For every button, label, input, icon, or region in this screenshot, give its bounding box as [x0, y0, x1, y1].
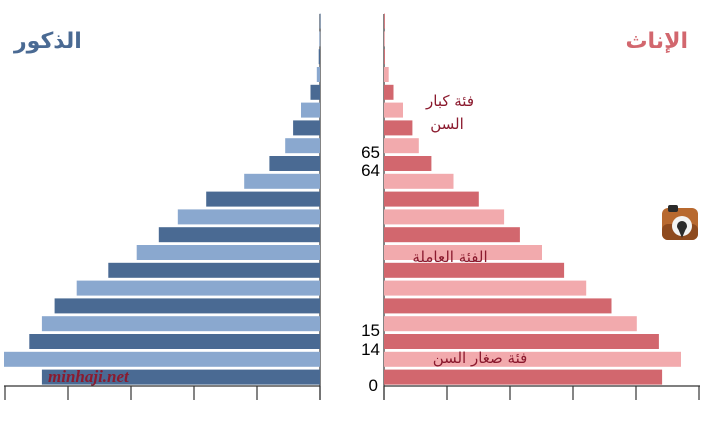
- male-bar-70-74: [293, 120, 320, 136]
- watermark-text: minhaji.net: [48, 367, 130, 386]
- female-bar-100+: [384, 13, 385, 29]
- male-bar-35-39: [136, 245, 320, 260]
- female-bar-90-94: [384, 49, 385, 65]
- age-label-15: 15: [361, 321, 380, 340]
- group-label-children: فئة صغار السن: [433, 349, 528, 367]
- female-bar-40-44: [384, 227, 520, 243]
- female-bar-65-69: [384, 138, 419, 154]
- male-bar-50-54: [206, 191, 320, 207]
- male-bar-65-69: [285, 138, 320, 154]
- group-label-elderly-line1: فئة كبار: [425, 92, 474, 110]
- age-label-65: 65: [361, 143, 380, 162]
- male-bar-95-99: [319, 31, 321, 47]
- age-label-64: 64: [361, 161, 380, 180]
- male-title: الذكور: [13, 29, 82, 54]
- female-bar-25-29: [384, 280, 587, 296]
- age-labels: 65 64 15 14 0: [361, 143, 380, 395]
- female-bar-20-24: [384, 298, 612, 314]
- female-bar-5-9: [384, 351, 681, 367]
- male-bar-25-29: [76, 280, 320, 296]
- male-bar-55-59: [244, 173, 320, 189]
- male-panel: الذكور: [4, 13, 321, 400]
- female-bar-85-89: [384, 67, 389, 82]
- female-panel: الإناث: [383, 13, 700, 400]
- male-bar-45-49: [177, 209, 320, 225]
- female-bar-30-34: [384, 262, 565, 278]
- female-bar-10-14: [384, 334, 659, 349]
- female-bar-80-84: [384, 84, 394, 100]
- female-bar-0-4: [384, 369, 663, 385]
- male-bar-85-89: [316, 67, 320, 82]
- female-bar-15-19: [384, 316, 637, 332]
- male-bar-5-9: [4, 351, 320, 367]
- male-bar-90-94: [318, 49, 320, 65]
- female-title: الإناث: [625, 29, 688, 54]
- male-bar-0-4: [41, 369, 321, 385]
- female-bar-50-54: [384, 191, 479, 207]
- female-bar-70-74: [384, 120, 413, 136]
- male-bar-75-79: [301, 102, 320, 118]
- female-bar-45-49: [384, 209, 505, 225]
- male-bar-80-84: [310, 84, 320, 100]
- female-bar-35-39: [384, 245, 542, 260]
- age-label-0: 0: [369, 376, 378, 395]
- male-bar-40-44: [158, 227, 320, 243]
- camera-pin-icon: [660, 204, 700, 244]
- male-bar-15-19: [41, 316, 321, 332]
- male-bar-60-64: [269, 156, 320, 171]
- group-label-working: الفئة العاملة: [412, 248, 487, 266]
- female-bar-55-59: [384, 173, 454, 189]
- male-bar-100+: [319, 13, 321, 29]
- male-bar-10-14: [29, 334, 321, 349]
- male-bar-30-34: [108, 262, 320, 278]
- group-label-elderly-line2: السن: [430, 115, 464, 133]
- female-bar-95-99: [384, 31, 385, 47]
- group-labels: فئة كبار السن الفئة العاملة فئة صغار الس…: [412, 92, 527, 367]
- age-label-14: 14: [361, 340, 380, 359]
- female-bar-60-64: [384, 156, 432, 171]
- female-bar-75-79: [384, 102, 403, 118]
- male-bar-20-24: [54, 298, 320, 314]
